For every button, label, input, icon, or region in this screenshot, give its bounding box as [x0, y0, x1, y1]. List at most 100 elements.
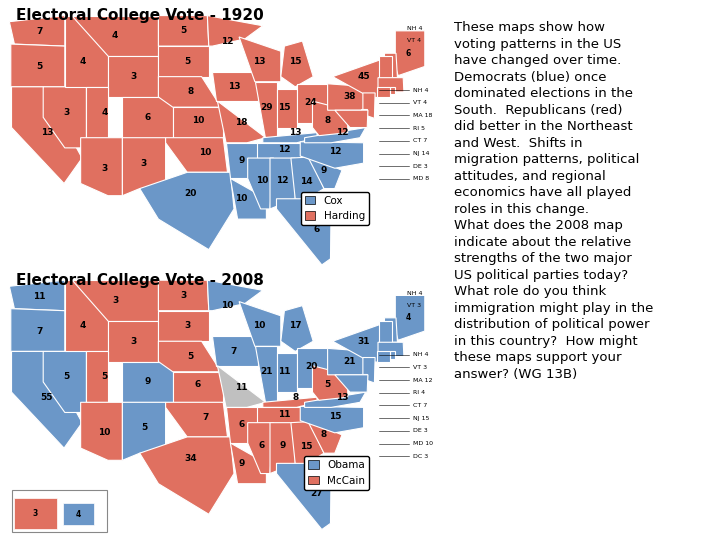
Polygon shape: [72, 16, 158, 56]
Polygon shape: [9, 280, 65, 310]
Text: 3: 3: [141, 159, 147, 167]
Text: NJ 15: NJ 15: [413, 416, 430, 421]
Text: 29: 29: [260, 103, 273, 112]
Text: 7: 7: [37, 28, 42, 36]
Polygon shape: [207, 16, 263, 46]
Polygon shape: [108, 321, 158, 362]
Polygon shape: [312, 101, 348, 136]
Text: 10: 10: [192, 116, 204, 125]
Polygon shape: [297, 348, 328, 388]
Polygon shape: [12, 352, 82, 448]
Polygon shape: [122, 97, 173, 138]
Text: 4: 4: [80, 57, 86, 66]
Text: VT 4: VT 4: [407, 38, 421, 43]
Text: 3: 3: [184, 321, 190, 330]
Polygon shape: [379, 321, 392, 345]
Text: 38: 38: [343, 92, 356, 102]
Text: 24: 24: [305, 98, 318, 106]
Text: 3: 3: [102, 164, 107, 173]
Polygon shape: [361, 374, 367, 387]
Polygon shape: [281, 41, 313, 87]
Polygon shape: [335, 110, 368, 127]
Text: NH 4: NH 4: [413, 87, 429, 92]
Polygon shape: [239, 301, 281, 346]
Text: 7: 7: [37, 327, 42, 335]
Text: 7: 7: [231, 347, 237, 356]
Polygon shape: [81, 402, 122, 460]
Text: 9: 9: [238, 156, 244, 165]
Polygon shape: [212, 336, 258, 366]
Text: 8: 8: [188, 87, 194, 97]
Text: 11: 11: [278, 410, 291, 419]
Text: 14: 14: [300, 177, 312, 186]
Text: 15: 15: [289, 57, 302, 66]
Text: 6: 6: [405, 49, 411, 58]
Polygon shape: [276, 199, 331, 265]
Polygon shape: [361, 109, 367, 123]
Text: 12: 12: [276, 176, 289, 185]
Text: 21: 21: [343, 357, 356, 366]
Text: 4: 4: [112, 31, 118, 40]
Polygon shape: [65, 280, 108, 352]
Polygon shape: [217, 366, 266, 407]
Text: 5: 5: [37, 62, 42, 71]
Polygon shape: [363, 93, 375, 118]
Polygon shape: [86, 352, 108, 402]
Polygon shape: [158, 280, 209, 310]
Text: VT 4: VT 4: [413, 100, 428, 105]
Text: 13: 13: [253, 57, 266, 66]
Text: 10: 10: [98, 428, 111, 437]
Polygon shape: [390, 87, 395, 94]
Text: 6: 6: [145, 113, 150, 122]
Text: 12: 12: [278, 145, 291, 154]
Polygon shape: [217, 101, 266, 143]
Polygon shape: [270, 158, 295, 209]
Polygon shape: [300, 407, 364, 433]
Polygon shape: [140, 172, 234, 249]
Polygon shape: [158, 16, 209, 46]
Polygon shape: [263, 397, 318, 407]
Text: 9: 9: [279, 441, 285, 449]
Text: 20: 20: [305, 362, 318, 371]
Bar: [12, 490, 107, 532]
Text: 31: 31: [357, 337, 370, 346]
Text: 4: 4: [76, 510, 81, 519]
Polygon shape: [226, 407, 259, 443]
Polygon shape: [363, 357, 375, 383]
Text: 10: 10: [235, 194, 248, 203]
Polygon shape: [333, 56, 390, 98]
Polygon shape: [11, 309, 65, 352]
Polygon shape: [300, 142, 364, 168]
Text: 13: 13: [228, 82, 240, 91]
Text: 11: 11: [235, 382, 248, 392]
Text: 3: 3: [181, 291, 186, 300]
Text: Electoral College Vote - 2008: Electoral College Vote - 2008: [16, 273, 264, 288]
Text: 3: 3: [112, 296, 118, 305]
Text: 8: 8: [292, 393, 298, 402]
Text: 6: 6: [195, 381, 201, 389]
Polygon shape: [281, 306, 313, 352]
Polygon shape: [291, 422, 324, 467]
Polygon shape: [384, 53, 397, 78]
Polygon shape: [307, 421, 342, 453]
Polygon shape: [11, 44, 65, 87]
Polygon shape: [248, 423, 274, 474]
Text: 34: 34: [184, 454, 197, 463]
Polygon shape: [307, 156, 342, 188]
Text: 8: 8: [325, 116, 330, 125]
Polygon shape: [81, 138, 122, 195]
Polygon shape: [395, 295, 425, 340]
Polygon shape: [122, 402, 166, 460]
Text: 3: 3: [130, 337, 136, 346]
Text: 15: 15: [300, 442, 312, 450]
Text: 6: 6: [314, 225, 320, 234]
Polygon shape: [328, 348, 369, 375]
Polygon shape: [248, 158, 274, 209]
Polygon shape: [140, 437, 234, 514]
Polygon shape: [263, 133, 318, 143]
Polygon shape: [226, 143, 259, 178]
Polygon shape: [277, 89, 297, 127]
Text: NH 4: NH 4: [413, 352, 429, 357]
Polygon shape: [378, 78, 404, 92]
Legend: Cox, Harding: Cox, Harding: [301, 192, 369, 225]
